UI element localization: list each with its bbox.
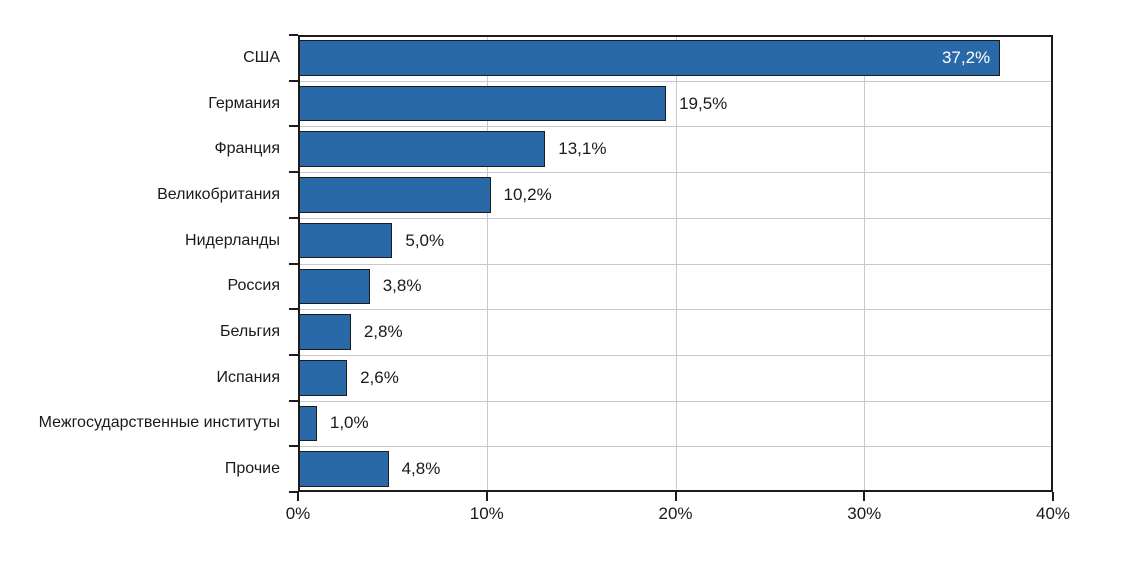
bar: [298, 451, 389, 487]
y-axis-tick: [289, 79, 298, 82]
bar-value-label: 10,2%: [503, 184, 552, 204]
category-label-text: Франция: [214, 140, 280, 158]
x-axis-tick-label: 0%: [285, 504, 311, 523]
bar-value-label: 37,2%: [941, 47, 991, 67]
y-axis-tick: [289, 171, 298, 174]
category-label: Великобритания: [0, 172, 280, 218]
bar: [298, 222, 393, 259]
horizontal-gridline: [298, 354, 1053, 356]
category-label: Испания: [0, 355, 281, 401]
category-label-text: Великобритания: [157, 185, 280, 203]
bar: 37,2%: [298, 40, 1001, 76]
category-label-text: Нидерланды: [185, 231, 280, 249]
bar: [298, 177, 491, 213]
category-label-text: Россия: [227, 277, 280, 295]
horizontal-gridline: [298, 446, 1053, 448]
x-axis-tick: [485, 492, 488, 501]
horizontal-gridline: [298, 172, 1053, 174]
category-labels: США Германия Франция Великобритания Нидерлан…: [0, 35, 280, 492]
category-label-text: Межгосударственные институты: [38, 414, 280, 432]
horizontal-gridline: [298, 400, 1053, 402]
bar: [298, 359, 348, 396]
category-label: Прочие: [0, 446, 280, 492]
category-label-text: Испания: [216, 368, 281, 386]
bar-row: 10,2%: [298, 172, 1053, 218]
y-axis-tick: [289, 308, 298, 311]
y-axis-tick: [289, 399, 298, 402]
bar-row: 13,1%: [298, 126, 1053, 172]
x-axis-tick-label: 40%: [1035, 504, 1071, 523]
bar: [298, 268, 370, 305]
bar-value-label: 5,0%: [405, 230, 445, 250]
bar: [298, 85, 667, 122]
y-axis-tick: [289, 262, 298, 265]
x-axis-tick: [1052, 492, 1054, 501]
bar-value-label: 3,8%: [382, 276, 422, 296]
bar-value-label: 2,8%: [363, 322, 403, 342]
plot-area: 37,2% 19,5% 13,1% 10,2% 5,0% 3,8% 2,8% 2,6% 1,0%…: [286, 34, 1070, 523]
horizontal-gridline: [298, 217, 1053, 219]
bar-row: 37,2%: [298, 35, 1053, 81]
bar-row: 4,8%: [298, 446, 1053, 492]
horizontal-gridline: [298, 126, 1053, 128]
category-label-text: США: [243, 48, 280, 66]
y-axis-tick: [289, 34, 298, 36]
category-label-text: Бельгия: [220, 323, 280, 341]
bar-value-label: 19,5%: [679, 93, 728, 113]
y-axis-tick: [289, 445, 298, 448]
x-axis-tick: [863, 492, 866, 501]
bar-value-label: 13,1%: [558, 139, 607, 159]
y-axis-tick: [289, 125, 298, 128]
horizontal-gridline: [298, 80, 1053, 82]
category-label-text: Германия: [208, 94, 280, 112]
bar: [298, 314, 351, 350]
category-label: Бельгия: [0, 309, 280, 355]
category-label: Франция: [0, 126, 280, 172]
y-axis-tick: [289, 491, 298, 493]
x-axis-tick-label: 30%: [847, 504, 882, 523]
bar-row: 19,5%: [298, 81, 1053, 127]
x-axis-tick: [674, 492, 677, 501]
horizontal-gridline: [298, 263, 1053, 265]
category-label: Россия: [0, 264, 280, 310]
x-axis-tick-label: 20%: [658, 504, 693, 523]
category-label: Нидерланды: [0, 218, 280, 264]
bar-value-label: 2,6%: [360, 367, 399, 387]
x-axis-tick-label: 10%: [469, 504, 504, 523]
x-axis-tick: [297, 492, 299, 501]
bar-value-label: 1,0%: [329, 413, 369, 433]
bar: [298, 131, 546, 168]
horizontal-gridline: [298, 309, 1053, 311]
bar-row: 1,0%: [298, 401, 1053, 447]
y-axis-tick: [289, 216, 298, 219]
category-label-text: Прочие: [224, 460, 280, 478]
bar-row: 3,8%: [298, 264, 1053, 310]
bar-row: 5,0%: [298, 218, 1053, 264]
bar-value-label: 4,8%: [401, 459, 441, 479]
category-label: Германия: [0, 81, 280, 127]
bar-row: 2,6%: [298, 355, 1053, 401]
bar-row: 2,8%: [298, 309, 1053, 355]
category-label: Межгосударственные институты: [0, 401, 280, 447]
category-label: США: [0, 35, 280, 81]
y-axis-tick: [289, 353, 298, 356]
bar: [298, 405, 317, 442]
